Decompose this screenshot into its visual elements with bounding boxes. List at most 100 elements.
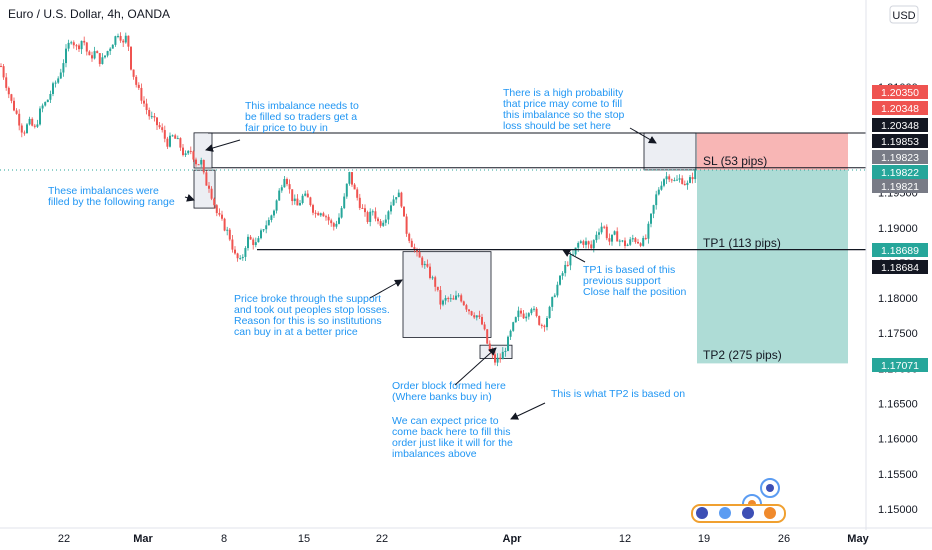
candle-body xyxy=(59,72,62,79)
time-axis-tick: 19 xyxy=(698,533,710,545)
price-tag-text: 1.19823 xyxy=(881,152,919,164)
price-axis-tick: 1.19000 xyxy=(878,223,918,235)
imbalance-box-target[interactable] xyxy=(643,132,697,171)
candle-body xyxy=(530,309,533,314)
candle-body xyxy=(96,51,99,54)
stop-loss-zone[interactable] xyxy=(697,132,848,170)
candle-body xyxy=(260,230,262,239)
candle-body xyxy=(416,249,418,253)
candle-body xyxy=(356,189,359,198)
price-axis-tick: 1.15000 xyxy=(878,504,918,516)
candle-body xyxy=(122,40,125,43)
candle-body xyxy=(65,48,67,64)
candle-body xyxy=(639,243,642,246)
candle-body xyxy=(475,315,478,318)
event-strip-icon-b xyxy=(719,507,731,519)
take-profit-zone[interactable] xyxy=(697,169,848,364)
price-tag xyxy=(872,85,928,99)
candle-body xyxy=(189,150,192,152)
candle-body xyxy=(387,211,390,220)
candle-body xyxy=(286,179,288,185)
annotation-text: imbalances above xyxy=(392,448,477,460)
candle-body xyxy=(124,35,127,43)
candle-body xyxy=(436,286,439,291)
candle-body xyxy=(26,124,28,134)
candle-body xyxy=(486,329,489,344)
candle-body xyxy=(392,199,395,206)
candle-body xyxy=(262,229,265,231)
price-tag-text: 1.19822 xyxy=(881,167,919,179)
candle-body xyxy=(579,241,582,244)
time-axis[interactable]: 22 Mar 8 15 22 Apr 12 19 26 May xyxy=(0,527,932,545)
breakdown-range-box[interactable] xyxy=(402,251,492,338)
candle-body xyxy=(327,216,330,221)
currency-button[interactable]: USD xyxy=(889,5,919,24)
candle-body xyxy=(132,69,135,77)
candle-body xyxy=(234,249,236,254)
price-tag xyxy=(872,134,928,148)
candle-body xyxy=(395,197,398,200)
candle-body xyxy=(468,309,470,312)
candle-body xyxy=(577,243,580,248)
candle-body xyxy=(2,66,5,78)
annotation-text: and took out peoples stop losses. xyxy=(234,304,390,316)
candle-body xyxy=(15,110,18,114)
candle-body xyxy=(431,277,434,279)
candle-body xyxy=(426,263,429,267)
candle-body xyxy=(660,185,663,190)
candle-body xyxy=(49,93,52,100)
candle-body xyxy=(187,150,190,154)
candle-body xyxy=(408,233,411,241)
candle-body xyxy=(241,256,244,259)
candle-body xyxy=(345,183,348,197)
candle-body xyxy=(650,213,652,224)
candle-body xyxy=(382,222,385,226)
candle-body xyxy=(114,36,117,45)
candle-body xyxy=(460,295,463,302)
candle-body xyxy=(351,172,353,185)
price-tag-text: 1.17071 xyxy=(881,360,919,372)
candle-body xyxy=(590,244,593,249)
candle-body xyxy=(631,238,634,240)
candle-body xyxy=(137,84,140,88)
candle-body xyxy=(223,218,226,231)
candle-body xyxy=(566,264,569,266)
annotation-text: previous support xyxy=(583,275,661,287)
candle-body xyxy=(54,82,57,84)
candle-body xyxy=(23,132,26,134)
candle-body xyxy=(83,40,86,43)
price-axis-tick: 1.18000 xyxy=(878,293,918,305)
candle-body xyxy=(161,127,164,131)
candle-body xyxy=(678,178,681,180)
candle-body xyxy=(88,51,91,56)
candle-body xyxy=(569,255,572,266)
candle-body xyxy=(192,151,195,160)
candle-body xyxy=(473,315,476,318)
price-tag-text: 1.20350 xyxy=(881,87,919,99)
event-strip[interactable] xyxy=(691,504,786,523)
candle-body xyxy=(135,76,138,85)
candle-body xyxy=(252,239,255,246)
candle-body xyxy=(106,51,109,56)
candle-body xyxy=(561,273,564,276)
event-icon-1-dot xyxy=(766,484,774,492)
candle-body xyxy=(163,130,166,139)
candle-body xyxy=(624,240,626,246)
candle-body xyxy=(494,354,496,363)
candle-body xyxy=(647,223,650,239)
candle-body xyxy=(143,100,145,104)
candle-body xyxy=(452,298,455,300)
candle-body xyxy=(348,172,351,184)
candle-body xyxy=(18,113,21,126)
candle-body xyxy=(358,197,361,208)
price-tag xyxy=(872,243,928,257)
annotation-text: There is a high probability xyxy=(503,87,624,99)
candle-body xyxy=(551,296,554,307)
candle-body xyxy=(218,213,221,215)
candle-body xyxy=(215,205,218,214)
event-icons[interactable] xyxy=(691,478,786,523)
price-tag xyxy=(872,260,928,274)
candle-body xyxy=(171,135,174,137)
time-axis-tick: May xyxy=(847,533,869,545)
